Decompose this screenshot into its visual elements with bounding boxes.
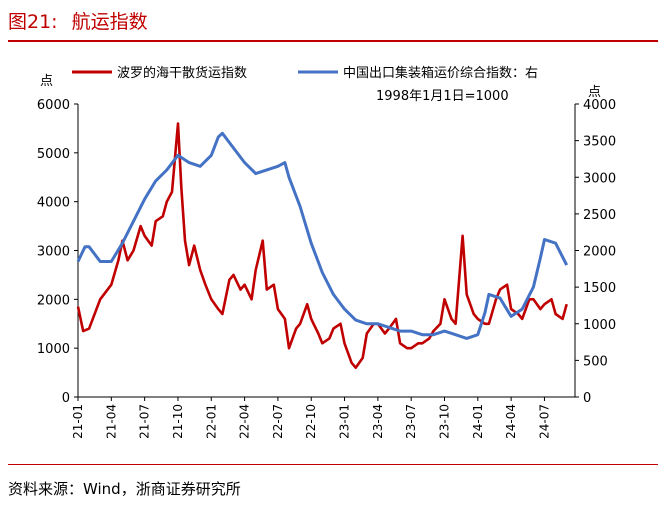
legend-label-ccfi: 中国出口集装箱运价综合指数：右 [343, 65, 538, 81]
x-tick-label: 21-01 [71, 404, 85, 439]
left-tick-label: 0 [62, 391, 70, 406]
right-tick-label: 4000 [583, 98, 616, 113]
left-tick-label: 6000 [37, 98, 70, 113]
x-tick-label: 22-04 [238, 404, 252, 439]
legend-label-bdi: 波罗的海干散货运指数 [117, 65, 247, 81]
right-tick-label: 2000 [583, 245, 616, 260]
x-tick-label: 22-10 [304, 404, 318, 439]
left-tick-label: 3000 [37, 245, 70, 260]
x-tick-label: 23-07 [404, 404, 418, 439]
left-tick-label: 2000 [37, 293, 70, 308]
x-tick-label: 21-04 [104, 404, 118, 439]
right-tick-label: 0 [583, 391, 591, 406]
figure-label: 图21: [8, 11, 58, 33]
axes: 0 1000 2000 3000 4000 5000 6000 0 500 1000 1500 200… [37, 74, 616, 439]
bdi-line [76, 122, 568, 370]
x-tick-label: 21-07 [138, 404, 152, 439]
right-tick-label: 500 [583, 354, 608, 369]
left-axis-unit: 点 [40, 74, 53, 89]
x-tick-label: 23-01 [338, 404, 352, 439]
series-group [76, 122, 569, 370]
source-note: 资料来源：Wind，浙商证券研究所 [8, 480, 241, 498]
x-tick-label: 22-01 [204, 404, 218, 439]
left-tick-label: 1000 [37, 342, 70, 357]
right-axis-unit: 点 [588, 85, 601, 100]
x-tick-label: 23-10 [438, 404, 452, 439]
x-tick-label: 24-04 [504, 404, 518, 439]
figure-title: 图21: 航运指数 [8, 8, 148, 36]
title-rule [8, 40, 658, 42]
right-tick-label: 3500 [583, 135, 616, 150]
x-tick-label: 23-04 [371, 404, 385, 439]
figure-title-text: 航运指数 [71, 11, 148, 33]
x-tick-label: 22-07 [271, 404, 285, 439]
x-tick-label: 24-01 [471, 404, 485, 439]
right-tick-label: 1500 [583, 281, 616, 296]
x-tick-label: 24-07 [537, 404, 551, 439]
footer-rule [8, 464, 658, 465]
right-tick-label: 2500 [583, 208, 616, 223]
right-tick-label: 1000 [583, 318, 616, 333]
ccfi-line [76, 131, 569, 340]
left-tick-label: 5000 [37, 147, 70, 162]
right-tick-label: 3000 [583, 171, 616, 186]
left-tick-label: 4000 [37, 196, 70, 211]
legend-note: 1998年1月1日=1000 [376, 89, 509, 104]
x-tick-label: 21-10 [171, 404, 185, 439]
legend: 波罗的海干散货运指数 中国出口集装箱运价综合指数：右 1998年1月1日=1000 [72, 65, 538, 104]
